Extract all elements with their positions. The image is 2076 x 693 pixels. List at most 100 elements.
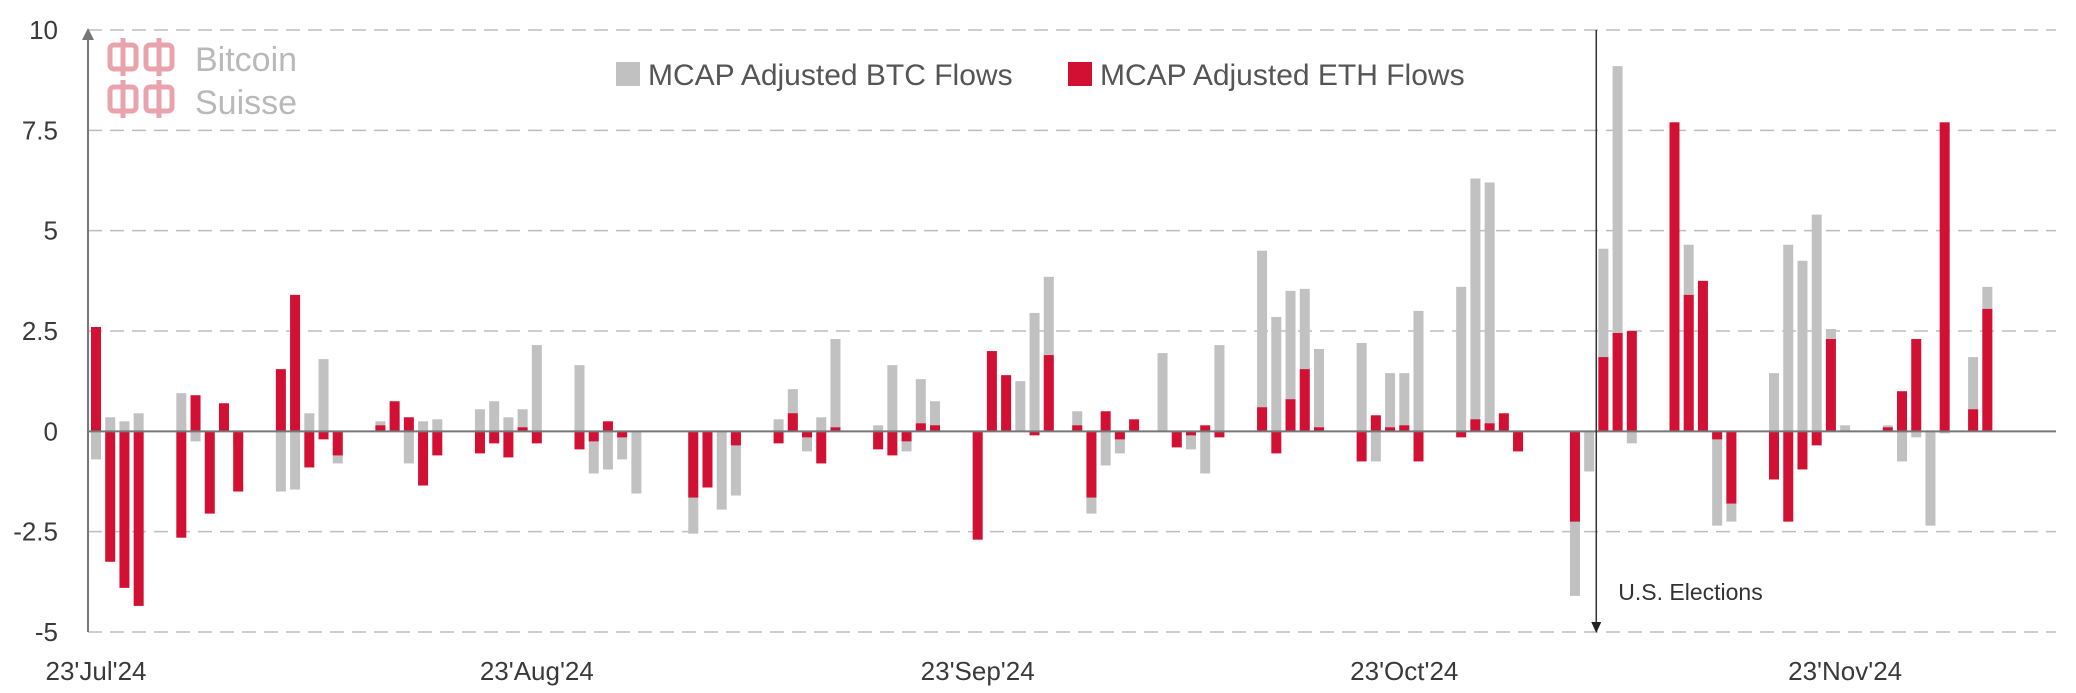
btc-flow-bar (1840, 425, 1851, 432)
btc-flow-bar (1897, 431, 1908, 462)
eth-flow-bar (1911, 339, 1922, 432)
btc-flow-bar (802, 431, 813, 452)
btc-flow-bar (133, 413, 144, 432)
btc-flow-bar (1100, 431, 1111, 466)
eth-flow-bar (602, 421, 613, 432)
eth-flow-bar (119, 431, 130, 588)
eth-flow-bar (318, 431, 329, 440)
btc-flow-bar (1626, 431, 1637, 444)
btc-flow-bar (91, 431, 101, 460)
btc-flow-bar (1285, 290, 1296, 432)
eth-flow-bar (474, 431, 485, 454)
eth-flow-bar (1968, 409, 1979, 432)
btc-flow-bar (1811, 214, 1822, 432)
eth-flow-bar (531, 431, 542, 444)
bars (91, 66, 1993, 606)
eth-flow-bar (802, 431, 813, 438)
btc-flow-bar (1214, 345, 1225, 432)
btc-flow-bar (119, 421, 130, 432)
eth-flow-bar (1086, 431, 1097, 498)
y-axis-ticks: -5 -2.5 0 2.5 5 7.5 10 (13, 15, 58, 647)
btc-flow-bar (631, 431, 642, 494)
eth-flow-bar (1385, 427, 1396, 432)
eth-flow-bar (304, 431, 315, 468)
btc-flow-bar (190, 431, 201, 442)
eth-flow-bar (275, 369, 286, 432)
eth-flow-bar (830, 427, 841, 432)
eth-flow-bar (1001, 375, 1012, 432)
eth-flow-bar (1299, 369, 1310, 432)
eth-flow-bar (730, 431, 741, 446)
eth-flow-bar (1726, 431, 1737, 504)
eth-flow-bar (1043, 355, 1054, 432)
y-tick-label: 5 (44, 216, 58, 246)
eth-flow-bar (588, 431, 599, 442)
eth-flow-bar (190, 395, 201, 432)
btc-flow-bar (1939, 431, 1950, 434)
eth-flow-bar (418, 431, 429, 486)
btc-flow-bar (1712, 431, 1723, 526)
eth-flow-bar (1200, 425, 1211, 432)
eth-flow-bar (787, 413, 798, 432)
btc-flow-bar (1769, 373, 1780, 432)
legend-btc-swatch (616, 62, 640, 86)
btc-flow-bar (1200, 431, 1211, 474)
eth-flow-bar (1129, 419, 1140, 432)
y-tick-label: -2.5 (13, 517, 58, 547)
eth-flow-bar (702, 431, 713, 488)
eth-flow-bar (915, 423, 926, 432)
eth-flow-bar (1285, 399, 1296, 432)
btc-flow-bar (901, 431, 912, 452)
eth-flow-bar (1313, 427, 1324, 432)
btc-flow-bar (1385, 373, 1396, 432)
eth-flow-bar (204, 431, 215, 514)
eth-flow-bar (1072, 425, 1083, 432)
eth-flow-bar (218, 403, 229, 432)
election-label: U.S. Elections (1618, 579, 1762, 605)
btc-flow-bar (1925, 431, 1936, 526)
eth-flow-bar (1214, 431, 1225, 438)
logo-line1: Bitcoin (195, 41, 297, 79)
btc-flow-bar (730, 431, 741, 496)
eth-flow-bar (1100, 411, 1111, 432)
btc-flow-bar (318, 359, 329, 432)
eth-flow-bar (1370, 415, 1381, 432)
eth-flow-bar (1185, 431, 1196, 436)
btc-flow-bar (873, 425, 884, 432)
eth-flow-bar (1598, 357, 1609, 432)
eth-flow-bar (403, 417, 414, 432)
btc-flow-bar (1072, 411, 1083, 432)
y-tick-label: 7.5 (22, 115, 58, 145)
eth-flow-bar (1484, 423, 1495, 432)
eth-flow-bar (1769, 431, 1780, 480)
eth-flow-bar (1513, 431, 1524, 452)
eth-flow-bar (901, 431, 912, 442)
btc-flow-bar (290, 431, 301, 490)
eth-flow-bar (1897, 391, 1908, 432)
eth-flow-bar (1697, 280, 1708, 432)
legend-btc-label: MCAP Adjusted BTC Flows (648, 59, 1013, 92)
btc-flow-bar (1612, 66, 1623, 432)
btc-flow-bar (830, 339, 841, 432)
btc-flow-bar (773, 419, 784, 432)
eth-flow-bar (176, 431, 187, 538)
eth-flow-bar (489, 431, 500, 444)
btc-flow-bar (816, 417, 827, 432)
eth-flow-bar (517, 427, 528, 432)
btc-flow-bar (531, 345, 542, 432)
eth-flow-bar (1626, 331, 1637, 432)
btc-flow-bar (105, 417, 116, 432)
btc-flow-bar (602, 431, 613, 470)
x-tick-label: 23'Aug'24 (480, 656, 594, 686)
btc-flow-bar (915, 379, 926, 432)
btc-flow-bar (474, 409, 485, 432)
legend-eth-label: MCAP Adjusted ETH Flows (1100, 59, 1465, 92)
eth-flow-bar (105, 431, 116, 562)
election-arrow-icon (1591, 622, 1602, 633)
eth-flow-bar (688, 431, 699, 498)
y-tick-label: 10 (29, 15, 58, 45)
eth-flow-bar (773, 431, 784, 444)
eth-flow-bar (1612, 333, 1623, 432)
btc-flow-bar (1015, 381, 1026, 432)
btc-flow-bar (930, 401, 941, 432)
